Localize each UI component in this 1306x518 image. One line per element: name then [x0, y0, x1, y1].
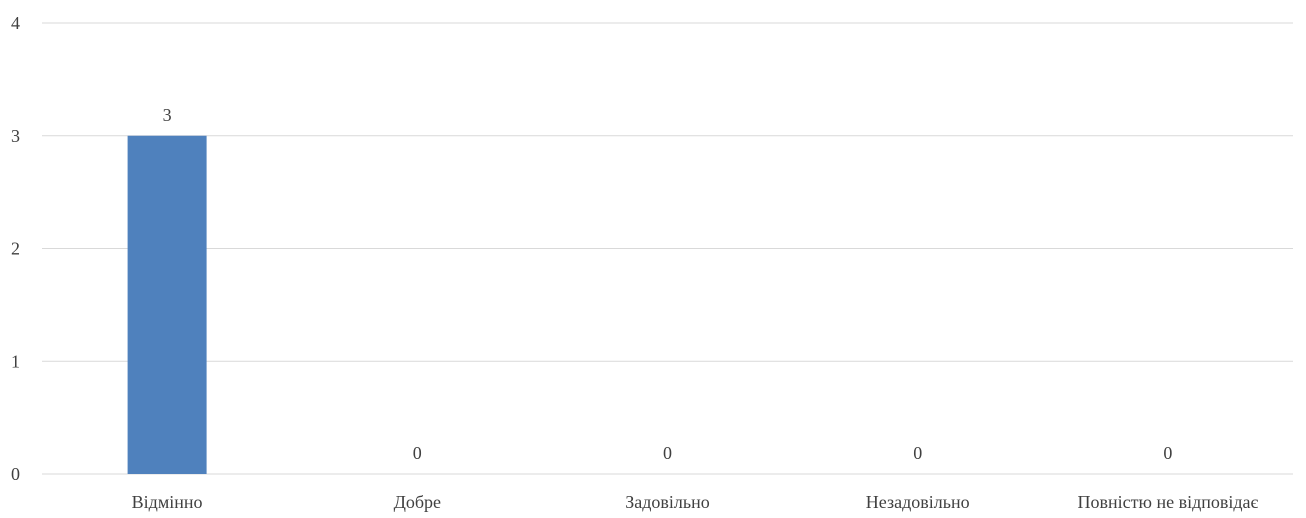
y-tick-label-0: 0 [11, 464, 20, 484]
gridlines [42, 22, 1293, 475]
y-tick-label-2: 2 [11, 239, 20, 259]
category-label-1: Добре [394, 492, 441, 512]
y-tick-label-1: 1 [11, 351, 20, 371]
data-label-2: 0 [663, 443, 672, 463]
data-label-0: 3 [163, 105, 172, 125]
category-label-2: Задовільно [625, 492, 710, 512]
y-tick-label-3: 3 [11, 126, 20, 146]
y-axis-tick-labels: 0 1 2 3 4 [11, 13, 20, 484]
data-labels: 3 0 0 0 0 [163, 105, 1173, 463]
category-label-4: Повністю не відповідає [1078, 492, 1259, 512]
data-label-1: 0 [413, 443, 422, 463]
data-label-3: 0 [913, 443, 922, 463]
x-axis-category-labels: Відмінно Добре Задовільно Незадовільно Повні… [132, 492, 1259, 512]
category-label-3: Незадовільно [866, 492, 970, 512]
data-label-4: 0 [1163, 443, 1172, 463]
bar-0 [127, 135, 207, 474]
category-label-0: Відмінно [132, 492, 203, 512]
bars [127, 135, 207, 474]
y-tick-label-4: 4 [11, 13, 20, 33]
